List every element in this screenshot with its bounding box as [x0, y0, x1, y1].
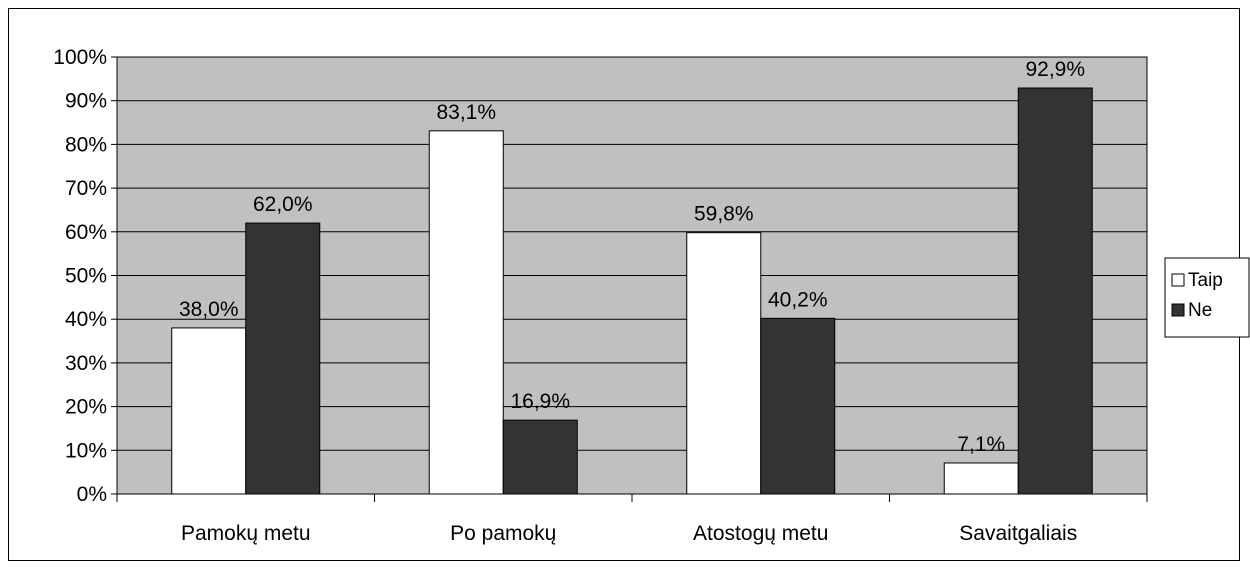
bar-ne: [760, 317, 836, 495]
y-tick-label: 90%: [65, 90, 107, 113]
y-tick-label: 70%: [65, 177, 107, 200]
bar-ne: [502, 419, 578, 495]
x-category-label: Po pamokų: [450, 522, 556, 545]
y-tick-label: 30%: [65, 352, 107, 375]
y-tick-label: 60%: [65, 221, 107, 244]
bar-taip: [943, 462, 1019, 495]
data-label: 92,9%: [1025, 58, 1085, 81]
data-label: 62,0%: [253, 193, 313, 216]
data-label: 16,9%: [510, 390, 570, 413]
bar-ne: [245, 222, 321, 495]
x-category-label: Pamokų metu: [181, 522, 311, 545]
x-axis: Pamokų metu Po pamokų Atostogų metu Savaitg…: [116, 494, 1148, 545]
data-label: 7,1%: [957, 433, 1005, 456]
y-tick-label: 10%: [65, 439, 107, 462]
y-tick-label: 0%: [77, 483, 107, 506]
data-label: 38,0%: [179, 298, 239, 321]
x-category-label: Savaitgaliais: [959, 522, 1077, 545]
bar-taip: [428, 130, 504, 495]
legend-box: [1164, 257, 1250, 338]
data-label: 59,8%: [694, 203, 754, 226]
data-label: 83,1%: [436, 101, 496, 124]
legend-swatch-ne: [1171, 303, 1185, 317]
legend-label: Ne: [1188, 300, 1212, 321]
bar-taip: [686, 232, 762, 495]
bar-ne: [1017, 87, 1093, 495]
y-axis: 0% 10% 20% 30% 40% 50% 60% 70% 80% 90% 100%: [53, 46, 117, 506]
bar-taip: [171, 327, 247, 495]
legend-swatch-taip: [1171, 273, 1185, 287]
x-category-label: Atostogų metu: [693, 522, 828, 545]
y-tick-label: 80%: [65, 133, 107, 156]
y-tick-label: 50%: [65, 265, 107, 288]
legend: Taip Ne: [1164, 257, 1250, 338]
y-tick-label: 20%: [65, 396, 107, 419]
data-label: 40,2%: [768, 288, 828, 311]
y-tick-label: 40%: [65, 308, 107, 331]
y-tick-label: 100%: [53, 46, 107, 69]
legend-label: Taip: [1188, 270, 1223, 291]
data-labels: 38,0% 83,1% 59,8% 7,1% 62,0% 16,9% 40,2% 92,9%: [179, 58, 1085, 456]
bars: [171, 87, 1093, 495]
